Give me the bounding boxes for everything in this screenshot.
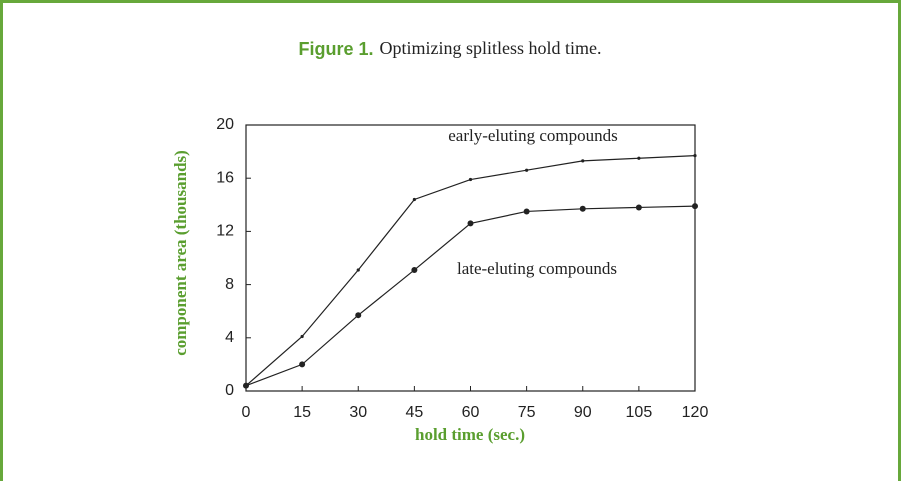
y-tick-label: 0: [225, 382, 234, 399]
x-tick-label: 75: [518, 404, 536, 421]
x-tick-label: 15: [293, 404, 311, 421]
point: [693, 153, 697, 158]
x-axis-title: hold time (sec.): [415, 425, 525, 444]
point: [299, 361, 306, 368]
point: [356, 268, 360, 272]
x-tick-label: 105: [626, 404, 653, 421]
chart-title: Optimizing splitless hold time.: [380, 38, 602, 58]
point: [581, 159, 585, 163]
x-tick-label: 45: [405, 404, 423, 421]
point: [637, 156, 641, 160]
point: [692, 203, 698, 210]
point: [243, 382, 249, 389]
point: [355, 312, 362, 319]
series-label: early-eluting compounds: [448, 126, 618, 145]
x-tick-label: 30: [349, 404, 367, 421]
point: [412, 197, 416, 202]
point: [525, 168, 529, 172]
x-tick-label: 90: [574, 404, 592, 421]
x-tick-label: 120: [682, 404, 709, 421]
point: [523, 208, 530, 215]
point: [579, 205, 586, 212]
y-tick-label: 8: [225, 276, 234, 293]
point: [467, 220, 474, 227]
y-tick-label: 12: [216, 223, 234, 240]
x-tick-label: 0: [242, 404, 251, 421]
x-tick-label: 60: [462, 404, 480, 421]
series-line: [245, 205, 696, 387]
point: [300, 334, 304, 339]
y-tick-label: 4: [225, 329, 234, 346]
point: [411, 266, 418, 273]
y-tick-label: 20: [216, 116, 234, 133]
point: [468, 177, 473, 182]
point: [635, 204, 642, 211]
series-label: late-eluting compounds: [457, 259, 617, 278]
y-tick-label: 16: [216, 169, 234, 186]
figure-label: Figure 1.: [298, 39, 373, 59]
y-axis-title: component area (thousands): [171, 150, 190, 356]
